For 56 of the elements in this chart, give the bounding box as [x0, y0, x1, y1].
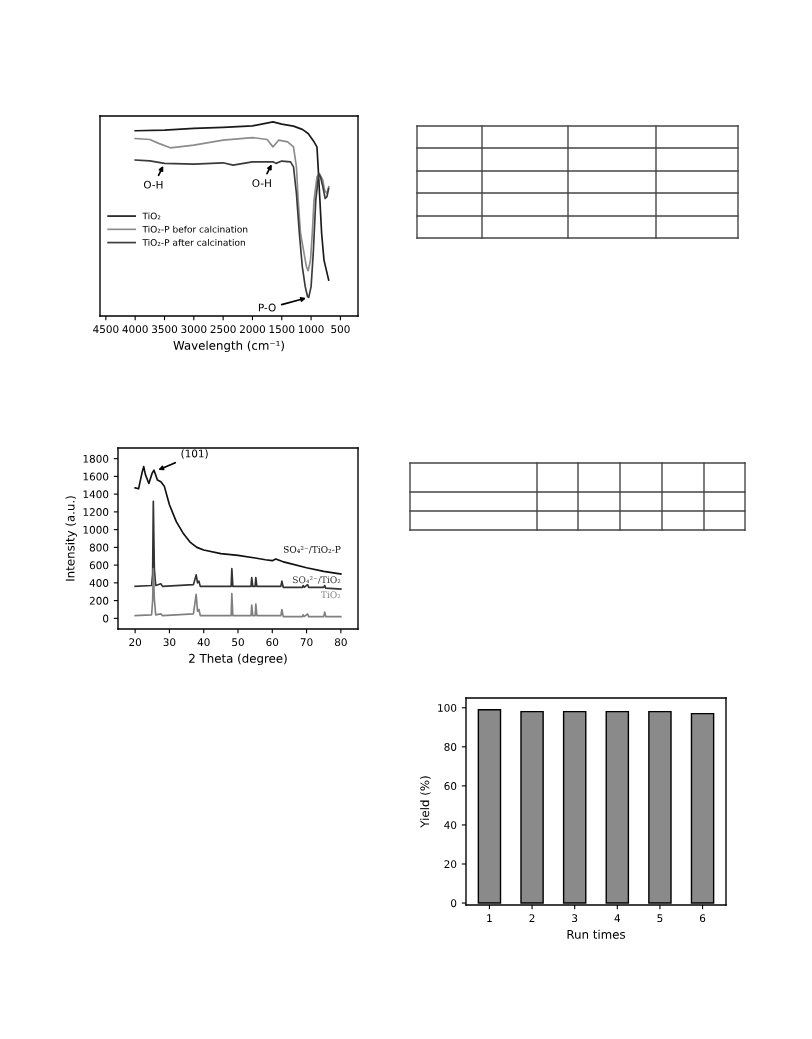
- y-tick-label: 100: [438, 703, 457, 712]
- legend-label: TiO₂-P after calcination: [142, 238, 245, 246]
- x-tick-label: 3000: [181, 325, 207, 334]
- x-tick-label: 30: [163, 638, 176, 647]
- x-tick-label: 60: [266, 638, 279, 647]
- x-tick-label: 5: [657, 914, 663, 923]
- y-tick-label: 600: [89, 561, 109, 570]
- x-tick-label: 500: [331, 325, 350, 334]
- y-tick-label: 200: [89, 596, 109, 605]
- x-tick-label: 1500: [269, 325, 295, 334]
- y-tick-label: 1600: [83, 472, 109, 481]
- x-tick-label: 6: [699, 914, 706, 923]
- x-tick-label: 3500: [152, 325, 178, 334]
- y-tick-label: 80: [444, 743, 457, 751]
- line-series: [134, 567, 342, 618]
- line-series: [134, 500, 342, 590]
- y-tick-label: 20: [444, 860, 457, 869]
- x-axis-title: 2 Theta (degree): [189, 653, 287, 666]
- x-tick-label: 4: [614, 914, 621, 922]
- y-tick-label: 1000: [83, 525, 109, 534]
- y-axis-title: Intensity (a.u.): [65, 496, 77, 581]
- y-tick-label: 0: [103, 614, 109, 623]
- legend-label: TiO₂-P befor calcination: [142, 225, 248, 233]
- annotation: O-H: [252, 179, 271, 188]
- line-series: [134, 465, 342, 575]
- x-tick-label: 40: [197, 638, 210, 647]
- x-tick-label: 4500: [93, 325, 119, 334]
- x-tick-label: 1: [487, 914, 492, 922]
- x-tick-label: 1000: [298, 325, 324, 334]
- x-tick-label: 4000: [122, 325, 148, 334]
- y-tick-label: 0: [451, 899, 457, 908]
- x-tick-label: 20: [129, 638, 142, 647]
- series-label: TiO₂: [321, 591, 341, 599]
- annotation: O-H: [143, 180, 163, 189]
- series-label: SO₄²⁻/TiO₂: [293, 576, 341, 584]
- x-tick-label: 70: [300, 638, 313, 647]
- y-axis-title: Yield (%): [420, 776, 431, 828]
- series-label: SO₄²⁻/TiO₂-P: [283, 545, 341, 554]
- y-tick-label: 60: [444, 782, 457, 790]
- x-axis-title: Wavelength (cm⁻¹): [173, 340, 284, 353]
- x-tick-label: 2000: [239, 325, 266, 334]
- x-tick-label: 2: [529, 914, 535, 922]
- x-axis-title: Run times: [567, 929, 626, 939]
- y-tick-label: 1200: [83, 508, 109, 516]
- annotation: P-O: [258, 303, 276, 312]
- annotation: (101): [181, 449, 208, 459]
- legend-label: TiO₂: [142, 212, 161, 220]
- x-tick-label: 3: [572, 914, 578, 923]
- y-tick-label: 40: [444, 821, 457, 830]
- y-tick-label: 1800: [83, 454, 109, 463]
- y-tick-label: 800: [89, 543, 109, 552]
- x-tick-label: 50: [232, 638, 244, 647]
- y-tick-label: 400: [89, 579, 109, 587]
- y-tick-label: 1400: [83, 490, 109, 499]
- x-tick-label: 2500: [210, 325, 236, 334]
- x-tick-label: 80: [334, 638, 347, 647]
